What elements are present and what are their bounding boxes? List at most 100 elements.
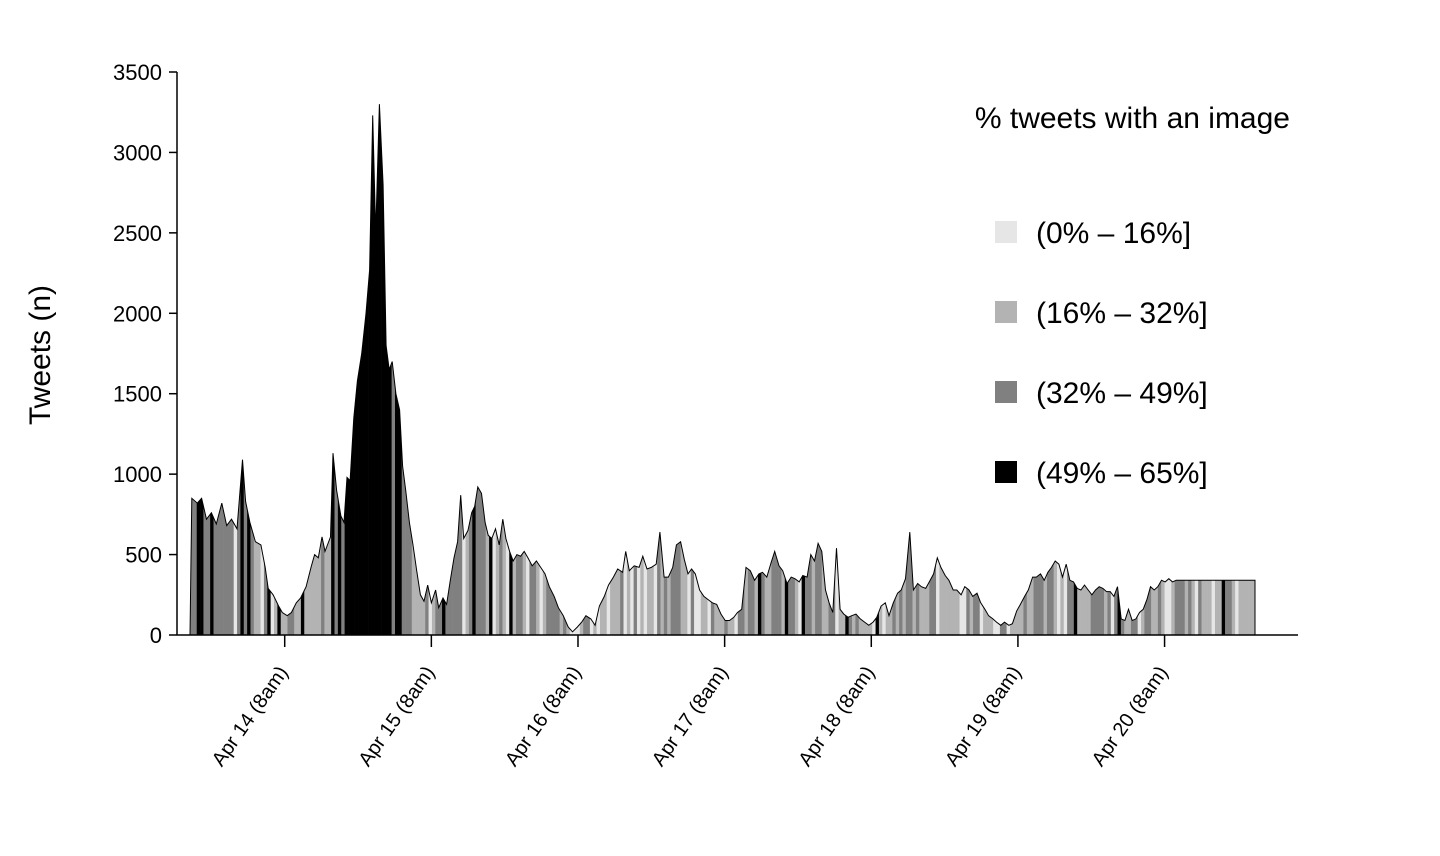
legend-label: (0% – 16%] [1036, 217, 1191, 250]
image-share-stripe [687, 104, 692, 635]
image-share-stripe [1026, 104, 1031, 635]
image-share-stripe [331, 104, 335, 635]
image-share-stripe [999, 104, 1004, 635]
image-share-stripe [788, 104, 792, 635]
image-share-stripe [764, 104, 769, 635]
image-share-stripe [1107, 104, 1112, 635]
image-share-stripe [371, 104, 376, 635]
image-share-stripe [996, 104, 1001, 635]
image-share-stripe [734, 104, 739, 635]
image-share-stripe [415, 104, 419, 635]
image-share-stripe [401, 104, 406, 635]
image-share-stripe [1077, 104, 1081, 635]
image-share-stripe [1184, 104, 1189, 635]
image-share-stripe [885, 104, 890, 635]
image-share-stripe [1043, 104, 1048, 635]
image-share-stripe [798, 104, 802, 635]
image-share-stripe [647, 104, 651, 635]
image-share-stripe [633, 104, 638, 635]
image-share-stripe [966, 104, 970, 635]
image-share-stripe [825, 104, 829, 635]
image-share-stripe [435, 104, 439, 635]
image-share-stripe [1057, 104, 1061, 635]
y-tick-label: 2500 [113, 221, 162, 246]
image-share-stripe [1251, 104, 1255, 635]
image-share-stripe [233, 104, 238, 635]
image-share-stripe [727, 104, 732, 635]
image-share-stripe [986, 104, 991, 635]
image-share-stripe [499, 104, 503, 635]
image-share-stripe [650, 104, 655, 635]
image-share-stripe [284, 104, 288, 635]
image-share-stripe [1083, 104, 1088, 635]
image-share-stripe [660, 104, 665, 635]
image-share-stripe [280, 104, 285, 635]
image-share-stripe [636, 104, 641, 635]
image-share-stripe [1225, 104, 1229, 635]
image-share-stripe [929, 104, 933, 635]
image-share-stripe [973, 104, 977, 635]
image-share-stripe [969, 104, 974, 635]
image-share-stripe [485, 104, 490, 635]
image-share-stripe [952, 104, 957, 635]
x-ticks: Apr 14 (8am) Apr 15 (8am) Apr 16 (8am) Apr … [208, 635, 1173, 770]
image-share-stripe [515, 104, 520, 635]
image-share-stripe [828, 104, 833, 635]
image-share-stripe [993, 104, 997, 635]
image-share-stripe [610, 104, 614, 635]
image-share-stripe [791, 104, 796, 635]
image-share-stripe [1154, 104, 1159, 635]
image-share-stripe [559, 104, 564, 635]
image-share-stripe [458, 104, 463, 635]
image-share-stripe [408, 104, 413, 635]
image-share-stripe [1228, 104, 1233, 635]
image-share-stripe [1006, 104, 1011, 635]
image-share-stripe [939, 104, 944, 635]
image-share-stripe [549, 104, 554, 635]
image-share-stripe [1036, 104, 1041, 635]
image-share-stripe [1053, 104, 1058, 635]
image-share-stripe [405, 104, 409, 635]
image-share-stripe [226, 104, 231, 635]
image-share-stripe [1023, 104, 1028, 635]
image-share-stripe [1110, 104, 1115, 635]
image-share-stripe [1164, 104, 1169, 635]
image-share-stripe [465, 104, 470, 635]
image-share-stripe [1120, 104, 1125, 635]
image-share-stripe [536, 104, 540, 635]
image-share-stripe [428, 104, 433, 635]
image-share-stripe [519, 104, 523, 635]
image-share-stripe [781, 104, 786, 635]
image-share-stripe [979, 104, 984, 635]
image-share-stripe [912, 104, 917, 635]
image-share-stripe [694, 104, 698, 635]
image-share-stripe [1147, 104, 1152, 635]
image-share-stripe [946, 104, 950, 635]
image-share-stripe [690, 104, 695, 635]
image-share-stripe [539, 104, 544, 635]
image-share-stripe [468, 104, 473, 635]
image-share-stripe [862, 104, 866, 635]
legend-label: (49% – 65%] [1036, 457, 1208, 490]
image-share-stripe [936, 104, 940, 635]
image-share-stripe [586, 104, 591, 635]
image-share-stripe [942, 104, 947, 635]
image-share-stripe [882, 104, 886, 635]
image-share-stripe [512, 104, 517, 635]
image-share-stripe [1181, 104, 1186, 635]
image-share-stripe [223, 104, 228, 635]
image-share-stripe [1171, 104, 1175, 635]
x-tick-label: Apr 15 (8am) [354, 662, 439, 770]
image-share-stripe [838, 104, 843, 635]
image-share-stripe [431, 104, 436, 635]
image-share-stripe [1218, 104, 1222, 635]
image-share-stripe [630, 104, 634, 635]
image-share-stripe [364, 104, 369, 635]
y-tick-label: 3000 [113, 140, 162, 165]
image-share-stripe [1030, 104, 1034, 635]
image-share-stripe [1137, 104, 1142, 635]
image-share-stripe [751, 104, 755, 635]
image-share-stripe [529, 104, 534, 635]
image-share-stripe [576, 104, 581, 635]
image-share-stripe [878, 104, 883, 635]
